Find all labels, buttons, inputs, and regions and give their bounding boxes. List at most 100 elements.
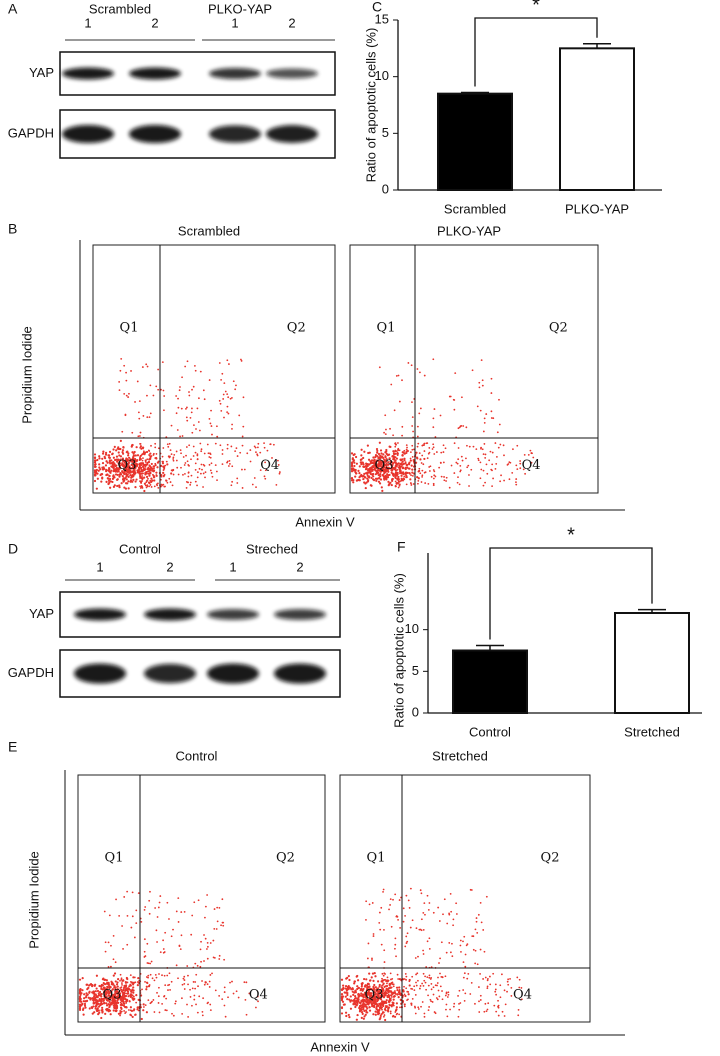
cell-dot — [457, 1015, 460, 1018]
cell-dot — [387, 484, 390, 487]
cell-dot — [448, 486, 451, 489]
cell-dot — [368, 903, 371, 906]
cell-dot — [405, 483, 408, 486]
cell-dot — [500, 973, 503, 976]
cell-dot — [94, 459, 97, 462]
cell-dot — [486, 977, 489, 980]
cell-dot — [139, 485, 142, 488]
cell-dot — [458, 989, 461, 992]
cell-dot — [204, 471, 207, 474]
cell-dot — [379, 449, 383, 452]
cell-dot — [378, 992, 381, 995]
cell-dot — [100, 987, 103, 990]
cell-dot — [396, 474, 399, 477]
cell-dot — [121, 984, 123, 986]
cell-dot — [227, 465, 230, 467]
cell-dot — [216, 435, 219, 438]
cell-dot — [156, 991, 158, 994]
lane-label: 1 — [96, 559, 103, 574]
cell-dot — [139, 473, 142, 475]
cell-dot — [445, 480, 447, 482]
cell-dot — [130, 476, 133, 479]
cell-dot — [172, 456, 175, 459]
cell-dot — [394, 1009, 398, 1012]
cell-dot — [183, 910, 186, 913]
cell-dot — [515, 481, 517, 484]
cell-dot — [443, 479, 446, 482]
cell-dot — [420, 929, 423, 932]
cell-dot — [132, 991, 135, 994]
cell-dot — [422, 463, 425, 466]
cell-dot — [429, 978, 432, 980]
cell-dot — [149, 973, 152, 976]
cell-dot — [375, 479, 378, 482]
cell-dot — [489, 450, 492, 453]
cell-dot — [370, 992, 373, 995]
cell-dot — [379, 460, 382, 464]
cell-dot — [158, 973, 160, 975]
cell-dot — [92, 1005, 95, 1008]
cell-dot — [374, 473, 377, 476]
cell-dot — [390, 469, 393, 472]
cell-dot — [112, 934, 115, 937]
cell-dot — [372, 999, 375, 1002]
cell-dot — [459, 470, 462, 473]
x-axis-title: Annexin V — [295, 514, 355, 529]
cell-dot — [366, 469, 370, 472]
cell-dot — [96, 989, 100, 993]
cell-dot — [171, 484, 174, 487]
cell-dot — [462, 940, 464, 943]
cell-dot — [143, 956, 146, 958]
cell-dot — [482, 484, 485, 487]
cell-dot — [392, 1004, 395, 1007]
cell-dot — [81, 1008, 85, 1011]
cell-dot — [149, 454, 151, 457]
cell-dot — [381, 1006, 384, 1009]
cell-dot — [223, 1004, 226, 1007]
cell-dot — [401, 458, 404, 461]
cell-dot — [384, 1018, 387, 1022]
cell-dot — [277, 459, 279, 462]
cell-dot — [130, 990, 133, 993]
cell-dot — [386, 990, 389, 993]
cell-dot — [211, 972, 213, 975]
cell-dot — [374, 1010, 377, 1013]
cell-dot — [368, 997, 372, 1000]
quadrant-label: Q3 — [365, 988, 384, 1003]
cell-dot — [165, 479, 167, 482]
cell-dot — [145, 475, 149, 478]
cell-dot — [175, 412, 178, 415]
cell-dot — [478, 1000, 480, 1003]
cell-dot — [208, 417, 211, 420]
cell-dot — [410, 464, 413, 467]
cell-dot — [485, 413, 488, 415]
cell-dot — [162, 483, 165, 486]
cell-dot — [410, 1002, 413, 1005]
cell-dot — [199, 442, 202, 445]
cell-dot — [405, 935, 408, 938]
cell-dot — [199, 472, 202, 475]
cell-dot — [123, 364, 126, 367]
cell-dot — [476, 931, 479, 934]
cell-dot — [475, 448, 478, 450]
cell-dot — [383, 431, 385, 434]
cell-dot — [508, 461, 511, 464]
cell-dot — [485, 1010, 488, 1013]
cell-dot — [98, 455, 101, 458]
cell-dot — [365, 1011, 368, 1014]
cell-dot — [516, 976, 519, 979]
cell-dot — [419, 985, 422, 987]
blot-row-label: GAPDH — [8, 665, 54, 680]
cell-dot — [396, 482, 399, 485]
cell-dot — [186, 1003, 188, 1006]
blot-band — [62, 125, 114, 143]
cell-dot — [135, 465, 138, 468]
cell-dot — [495, 462, 498, 465]
cell-dot — [158, 901, 161, 904]
cell-dot — [368, 1009, 372, 1012]
cell-dot — [137, 998, 140, 1001]
cell-dot — [462, 976, 465, 979]
cell-dot — [166, 481, 169, 484]
cell-dot — [144, 459, 147, 462]
cell-dot — [130, 370, 132, 372]
